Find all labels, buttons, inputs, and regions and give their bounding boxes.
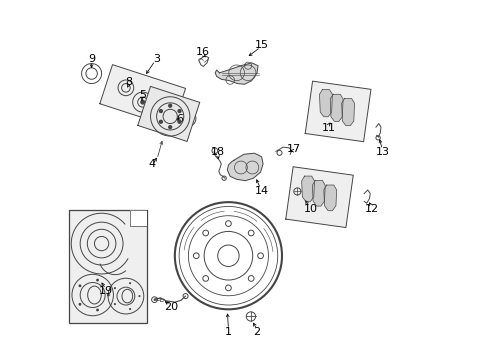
Circle shape	[114, 303, 116, 305]
Circle shape	[168, 104, 171, 107]
Polygon shape	[215, 63, 258, 84]
Polygon shape	[319, 90, 332, 117]
Circle shape	[178, 120, 181, 123]
Circle shape	[159, 120, 162, 123]
Text: 8: 8	[125, 77, 132, 87]
Polygon shape	[100, 65, 185, 127]
Text: 17: 17	[286, 144, 300, 154]
Text: 20: 20	[164, 302, 178, 312]
Polygon shape	[329, 94, 343, 121]
Circle shape	[138, 295, 140, 297]
Text: 12: 12	[365, 204, 379, 214]
FancyBboxPatch shape	[69, 210, 146, 323]
Polygon shape	[305, 81, 370, 142]
Text: 18: 18	[210, 147, 224, 157]
Text: 16: 16	[195, 47, 209, 57]
Text: 1: 1	[224, 327, 231, 337]
Polygon shape	[301, 176, 314, 202]
Text: 13: 13	[375, 147, 389, 157]
Text: 9: 9	[88, 54, 95, 64]
Circle shape	[114, 287, 116, 289]
Text: 11: 11	[321, 123, 335, 133]
Text: 14: 14	[254, 186, 268, 197]
Polygon shape	[323, 185, 336, 211]
Polygon shape	[341, 99, 354, 126]
Circle shape	[159, 110, 162, 112]
Text: 19: 19	[99, 287, 113, 296]
Circle shape	[168, 126, 171, 129]
Polygon shape	[130, 210, 146, 226]
Circle shape	[129, 282, 131, 284]
Text: 10: 10	[303, 204, 317, 214]
Text: 5: 5	[139, 90, 146, 100]
Polygon shape	[312, 180, 325, 206]
Circle shape	[96, 309, 99, 311]
Circle shape	[178, 110, 181, 112]
Polygon shape	[138, 86, 199, 141]
Text: 6: 6	[176, 113, 183, 123]
Text: 15: 15	[254, 40, 268, 50]
Text: 4: 4	[148, 159, 155, 169]
Circle shape	[96, 279, 99, 282]
Polygon shape	[285, 167, 352, 228]
Text: 3: 3	[153, 54, 160, 64]
Circle shape	[107, 294, 110, 296]
Text: 2: 2	[253, 327, 260, 337]
Circle shape	[79, 284, 81, 287]
Circle shape	[79, 303, 81, 306]
Polygon shape	[227, 153, 263, 181]
Circle shape	[141, 100, 144, 104]
Circle shape	[129, 308, 131, 310]
